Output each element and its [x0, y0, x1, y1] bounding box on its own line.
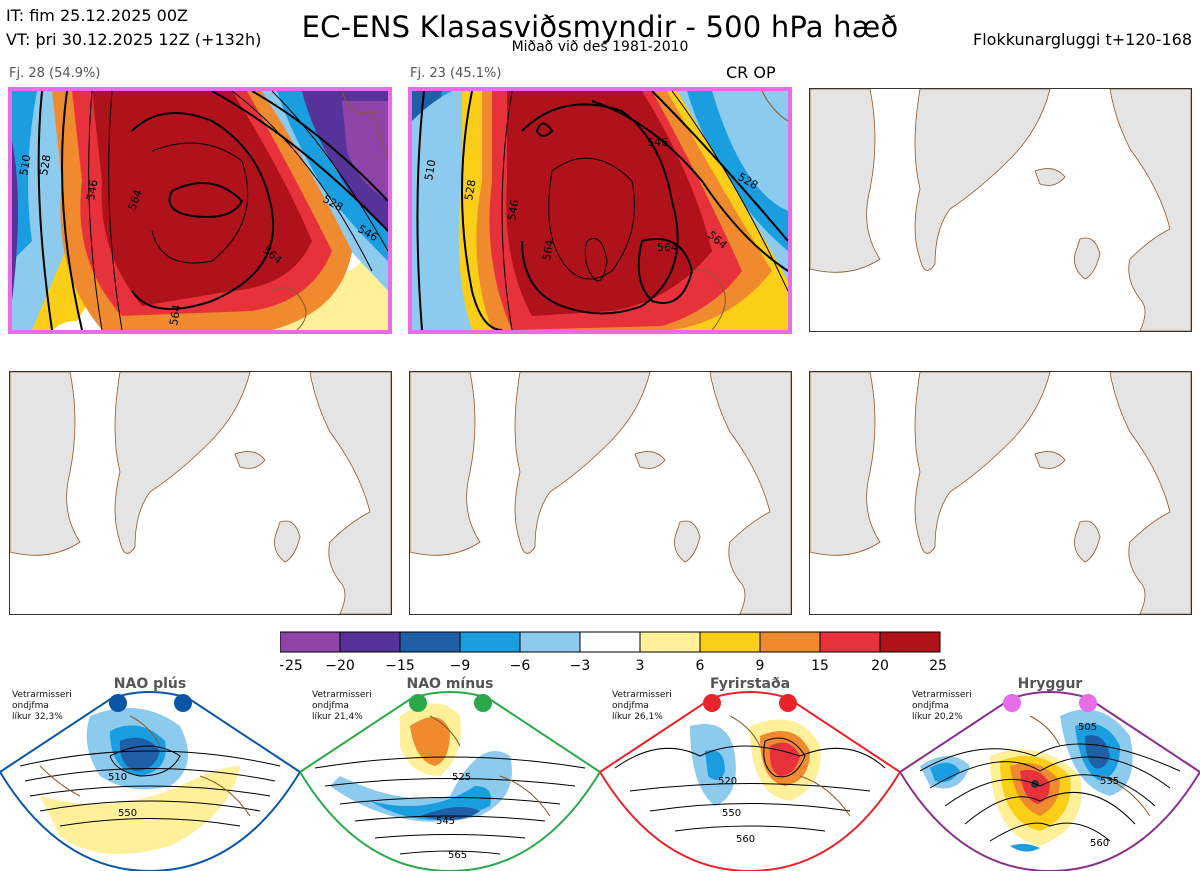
control-operational-label: CR OP — [726, 63, 776, 82]
contour-label: 550 — [722, 808, 741, 819]
regime-title: NAO mínus — [406, 676, 494, 692]
contour-label: 510 — [108, 772, 127, 783]
valid-time: VT: þri 30.12.2025 12Z (+132h) — [6, 30, 262, 49]
page-title: EC-ENS Klasasviðsmyndir - 500 hPa hæð — [301, 10, 899, 44]
regime-blocking-map: 520 550 560 — [600, 691, 900, 871]
colorbar-swatch — [639, 631, 701, 653]
page-subtitle: Miðað við des 1981-2010 — [511, 39, 689, 55]
colorbar-tick-label: 25 — [929, 658, 947, 673]
regime-ridge-map: 505 535 560 — [900, 691, 1200, 871]
panel-1-label: Fj. 28 (54.9%) — [9, 66, 101, 81]
contour-label: 545 — [436, 816, 455, 827]
cluster-map-5 — [409, 371, 792, 615]
cluster-map-1-plot: 528 546 564 564 546 528 510 564 — [12, 91, 388, 330]
contour-label: 528 — [37, 154, 53, 177]
regime-marker-dot — [703, 694, 721, 712]
contour-label: 520 — [718, 776, 737, 787]
regime-marker-dot — [109, 694, 127, 712]
contour-label: 525 — [452, 772, 471, 783]
colorbar-tick-label: 20 — [871, 658, 889, 673]
classification-window: Flokkunargluggi t+120-168 — [973, 30, 1192, 49]
regime-nao-plus-map: 510 550 — [0, 691, 300, 871]
colorbar-tick-label: −3 — [570, 658, 591, 673]
contour-label: 564 — [167, 304, 183, 327]
regime-note: Vetrarmisseri ondjfma líkur 32,3% — [12, 690, 72, 722]
regime-title: NAO plús — [113, 676, 187, 692]
regime-marker-dot — [779, 694, 797, 712]
colorbar-swatch — [399, 631, 461, 653]
contour-label: 550 — [118, 808, 137, 819]
cluster-map-6-plot — [810, 372, 1191, 614]
regime-title: Fyrirstaða — [709, 676, 791, 692]
regime-nao-minus: 525 545 565 NAO mínus Vetrarmisseri ondjf… — [300, 676, 600, 871]
colorbar-tick-label: −15 — [385, 658, 415, 673]
regime-marker-dot — [474, 694, 492, 712]
colorbar-swatch — [819, 631, 881, 653]
colorbar-tick-label: −6 — [510, 658, 531, 673]
regime-nao-minus-map: 525 545 565 — [300, 691, 600, 871]
regime-note: Vetrarmisseri ondjfma líkur 20,2% — [912, 690, 972, 722]
colorbar-tick-label: −25 — [280, 658, 303, 673]
contour-label: 546 — [84, 179, 100, 202]
contour-label: 560 — [736, 834, 755, 845]
regime-marker-dot — [409, 694, 427, 712]
anomaly-colorbar: −25 −20 −15 −9 −6 −3 3 6 9 15 20 25 — [280, 631, 947, 673]
contour-label: 560 — [1090, 838, 1109, 849]
contour-label: 546 — [647, 136, 668, 149]
regime-ridge: 505 535 560 Hryggur Vetrarmisseri ondjfma… — [900, 676, 1200, 871]
contour-label: 564 — [540, 239, 556, 262]
panel-2-label: Fj. 23 (45.1%) — [410, 66, 502, 81]
regime-marker-dot — [174, 694, 192, 712]
contour-label: 510 — [17, 154, 33, 177]
contour-label: 546 — [505, 199, 521, 222]
cluster-map-3-plot — [810, 89, 1191, 331]
colorbar-swatch — [459, 631, 521, 653]
regime-nao-plus: 510 550 NAO plús Vetrarmisseri ondjfma lík… — [0, 676, 300, 871]
regime-note: Vetrarmisseri ondjfma líkur 26,1% — [612, 690, 672, 722]
colorbar-tick-label: 6 — [696, 658, 705, 673]
regime-blocking: 520 550 560 Fyrirstaða Vetrarmisseri ondj… — [600, 676, 900, 871]
cluster-map-4-plot — [10, 372, 391, 614]
colorbar-swatch — [699, 631, 761, 653]
regime-title: Hryggur — [1017, 676, 1083, 692]
regime-note: Vetrarmisseri ondjfma líkur 21,4% — [312, 690, 372, 722]
cluster-map-5-plot — [410, 372, 791, 614]
cluster-map-4 — [9, 371, 392, 615]
colorbar-swatch — [339, 631, 401, 653]
cluster-map-1: 528 546 564 564 546 528 510 564 — [8, 87, 392, 334]
contour-label: 565 — [448, 850, 467, 861]
colorbar-swatch — [280, 631, 341, 653]
cluster-map-3 — [809, 88, 1192, 332]
initial-time: IT: fim 25.12.2025 00Z — [6, 6, 188, 25]
regime-marker-dot — [1003, 694, 1021, 712]
colorbar-swatch — [519, 631, 581, 653]
colorbar-tick-label: 15 — [811, 658, 829, 673]
contour-label: 510 — [422, 159, 438, 182]
colorbar-swatch — [879, 631, 941, 653]
cluster-map-2: 510 528 546 564 564 564 546 528 — [408, 87, 792, 334]
cluster-map-6 — [809, 371, 1192, 615]
contour-label: 564 — [657, 241, 678, 254]
colorbar-tick-label: −9 — [450, 658, 471, 673]
contour-label: 528 — [462, 179, 478, 202]
colorbar-swatch — [759, 631, 821, 653]
regime-marker-dot — [1079, 694, 1097, 712]
colorbar-tick-label: 3 — [636, 658, 645, 673]
cluster-map-2-plot: 510 528 546 564 564 564 546 528 — [412, 91, 788, 330]
colorbar-swatch — [579, 631, 641, 653]
contour-label: 535 — [1100, 776, 1119, 787]
contour-label: 505 — [1078, 722, 1097, 733]
colorbar-tick-label: −20 — [325, 658, 355, 673]
colorbar-tick-label: 9 — [756, 658, 765, 673]
